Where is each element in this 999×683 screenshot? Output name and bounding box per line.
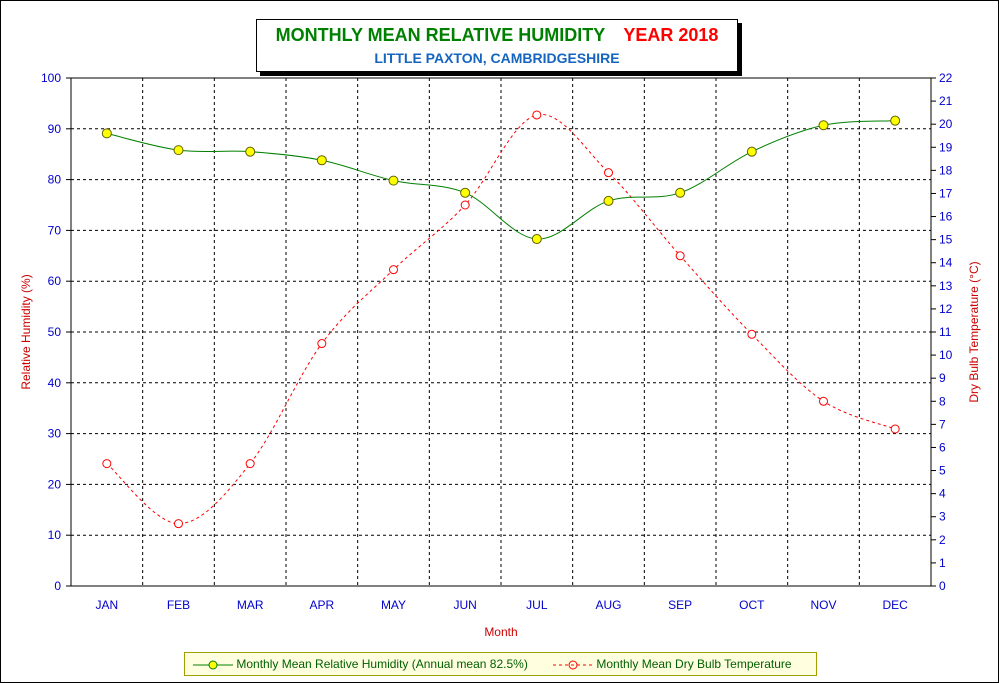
y-left-tick-label: 60 <box>48 274 62 288</box>
temperature-point <box>245 459 255 469</box>
y-right-tick-label: 4 <box>939 487 946 501</box>
x-tick-label: JUN <box>453 598 476 612</box>
x-tick-label: NOV <box>810 598 836 612</box>
y-right-tick-label: 1 <box>939 556 946 570</box>
y-right-tick-label: 3 <box>939 510 946 524</box>
temperature-point <box>604 168 613 178</box>
humidity-point <box>746 146 757 157</box>
legend-humidity-label: Monthly Mean Relative Humidity (Annual m… <box>236 657 528 671</box>
y-right-tick-label: 11 <box>939 325 952 339</box>
temperature-point <box>389 265 398 275</box>
temperature-line <box>106 114 896 525</box>
y-right-tick-label: 10 <box>939 348 953 362</box>
temperature-point <box>890 424 900 434</box>
legend-item-humidity: Monthly Mean Relative Humidity (Annual m… <box>193 657 528 671</box>
chart-subtitle: LITTLE PAXTON, CAMBRIDGESHIRE <box>374 50 620 66</box>
y-left-tick-label: 100 <box>41 71 61 85</box>
temperature-point <box>174 519 183 529</box>
humidity-point <box>245 146 256 157</box>
temperature-point <box>532 110 542 120</box>
chart-year: YEAR 2018 <box>623 25 719 45</box>
y-right-tick-label: 6 <box>939 440 946 454</box>
y-right-tick-label: 7 <box>939 417 946 431</box>
humidity-point <box>531 234 542 245</box>
temperature-point <box>675 251 685 261</box>
x-tick-label: SEP <box>668 598 692 612</box>
x-tick-label: MAR <box>237 598 264 612</box>
temperature-point <box>819 396 828 406</box>
legend-item-temperature: Monthly Mean Dry Bulb Temperature <box>553 657 792 671</box>
y-right-tick-label: 9 <box>939 371 946 385</box>
temperature-point <box>747 329 757 339</box>
humidity-point <box>388 175 399 186</box>
chart-title: MONTHLY MEAN RELATIVE HUMIDITY <box>275 25 606 45</box>
y-right-tick-label: 19 <box>939 140 953 154</box>
y-left-tick-label: 30 <box>48 427 62 441</box>
temperature-point <box>102 459 112 469</box>
y-right-tick-label: 0 <box>939 579 946 593</box>
y-right-tick-label: 20 <box>939 117 953 131</box>
x-tick-label: DEC <box>882 598 908 612</box>
humidity-point <box>173 145 184 156</box>
y-right-tick-label: 17 <box>939 186 953 200</box>
humidity-point <box>603 195 614 206</box>
x-tick-label: OCT <box>739 598 765 612</box>
y-right-tick-label: 18 <box>939 163 953 177</box>
x-tick-label: APR <box>309 598 334 612</box>
x-tick-label: FEB <box>167 598 190 612</box>
legend: Monthly Mean Relative Humidity (Annual m… <box>184 652 817 676</box>
y-right-tick-label: 14 <box>939 256 953 270</box>
humidity-point <box>460 187 471 198</box>
x-tick-label: JAN <box>95 598 118 612</box>
humidity-point <box>890 115 901 126</box>
temperature-point <box>317 339 327 349</box>
title-box: MONTHLY MEAN RELATIVE HUMIDITY YEAR 2018 … <box>256 19 738 72</box>
humidity-point <box>675 187 686 198</box>
y-axis-label-right: Dry Bulb Temperature (°C) <box>967 261 981 402</box>
y-left-tick-label: 80 <box>48 173 62 187</box>
x-tick-label: AUG <box>595 598 621 612</box>
y-right-tick-label: 15 <box>939 233 953 247</box>
y-right-tick-label: 12 <box>939 302 953 316</box>
legend-temperature-symbol <box>553 660 593 670</box>
legend-humidity-symbol <box>193 660 233 670</box>
x-axis-label: Month <box>484 625 517 639</box>
y-right-tick-label: 22 <box>939 71 953 85</box>
y-right-tick-label: 16 <box>939 210 953 224</box>
legend-temperature-label: Monthly Mean Dry Bulb Temperature <box>596 657 792 671</box>
x-tick-label: MAY <box>381 598 406 612</box>
y-right-tick-label: 8 <box>939 394 946 408</box>
y-right-tick-label: 21 <box>939 94 953 108</box>
humidity-point <box>101 128 112 139</box>
humidity-point <box>818 120 829 131</box>
y-left-tick-label: 90 <box>48 122 62 136</box>
y-right-tick-label: 5 <box>939 464 946 478</box>
x-tick-label: JUL <box>526 598 548 612</box>
humidity-point <box>316 155 327 166</box>
chart-title-line: MONTHLY MEAN RELATIVE HUMIDITY YEAR 2018 <box>257 25 737 46</box>
temperature-point <box>460 200 470 210</box>
y-left-tick-label: 40 <box>48 376 62 390</box>
y-left-tick-label: 0 <box>54 579 61 593</box>
y-left-tick-label: 50 <box>48 325 62 339</box>
y-left-tick-label: 10 <box>48 528 62 542</box>
y-left-tick-label: 20 <box>48 477 62 491</box>
y-right-tick-label: 13 <box>939 279 953 293</box>
y-right-tick-label: 2 <box>939 533 946 547</box>
y-axis-label-left: Relative Humidity (%) <box>19 274 33 389</box>
y-left-tick-label: 70 <box>48 223 62 237</box>
